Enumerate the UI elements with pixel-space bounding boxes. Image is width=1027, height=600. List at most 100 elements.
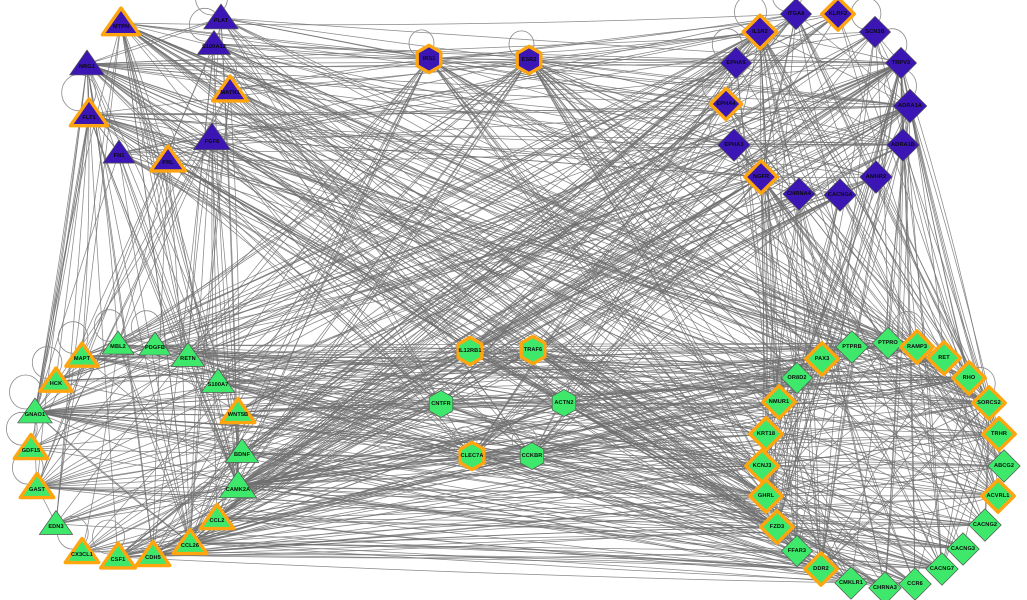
graph-node-mapt[interactable] [64,341,100,368]
node-shape[interactable] [859,16,891,48]
graph-node-cacng3[interactable] [946,532,980,566]
graph-node-prl[interactable] [148,144,188,173]
graph-node-esr2[interactable] [515,44,543,76]
node-shape[interactable] [834,566,868,600]
node-shape[interactable] [898,567,932,600]
graph-node-gast[interactable] [18,471,56,500]
graph-node-fzd3[interactable] [759,509,795,545]
graph-node-cacng7[interactable] [925,552,959,586]
graph-node-cmklr1[interactable] [834,566,868,600]
node-shape-highlighted[interactable] [708,86,744,122]
node-shape[interactable] [717,128,751,162]
node-shape-highlighted[interactable] [744,448,780,484]
graph-node-wnt5b[interactable] [219,396,257,425]
node-shape[interactable] [551,389,577,417]
graph-node-trhr[interactable] [981,416,1017,452]
graph-node-ddr2[interactable] [803,551,839,587]
graph-node-mbl2[interactable] [101,330,135,355]
graph-node-il12rb1[interactable] [456,335,484,367]
node-shape-highlighted[interactable] [12,432,50,461]
node-shape[interactable] [886,128,920,162]
node-shape[interactable] [968,508,1002,542]
graph-node-clec7a[interactable] [458,440,486,472]
graph-node-krt18[interactable] [748,416,784,452]
graph-node-camk2a[interactable] [219,470,257,499]
node-shape[interactable] [892,88,928,124]
node-shape-highlighted[interactable] [804,341,840,377]
graph-node-cckbr[interactable] [519,442,545,470]
graph-node-ccr6[interactable] [898,567,932,600]
node-shape[interactable] [872,327,904,359]
graph-node-cacng2[interactable] [968,508,1002,542]
graph-node-cntfr[interactable] [428,390,454,418]
graph-node-ccl26[interactable] [171,527,209,556]
node-shape[interactable] [219,470,257,499]
node-shape[interactable] [782,177,816,211]
node-shape-highlighted[interactable] [748,416,784,452]
graph-node-ngfr[interactable] [743,159,779,195]
node-shape-highlighted[interactable] [134,539,172,568]
graph-node-ghrl[interactable] [748,478,784,514]
node-shape[interactable] [138,331,172,356]
node-shape-highlighted[interactable] [456,335,484,367]
node-shape[interactable] [835,330,869,364]
node-shape-highlighted[interactable] [743,159,779,195]
node-shape-highlighted[interactable] [519,334,547,366]
node-shape-highlighted[interactable] [803,551,839,587]
graph-node-cdh5[interactable] [134,539,172,568]
node-shape-highlighted[interactable] [64,341,100,368]
node-shape[interactable] [170,342,206,367]
node-shape-highlighted[interactable] [971,385,1007,421]
graph-node-bdnf[interactable] [224,438,260,463]
node-shape-highlighted[interactable] [63,536,101,565]
graph-node-mtpn[interactable] [100,6,142,37]
node-shape-highlighted[interactable] [171,527,209,556]
node-shape-highlighted[interactable] [741,13,779,51]
node-shape-highlighted[interactable] [68,97,110,128]
graph-node-gnao1[interactable] [17,397,53,424]
graph-node-flt1[interactable] [68,97,110,128]
graph-node-ptprb[interactable] [835,330,869,364]
node-shape-highlighted[interactable] [748,478,784,514]
graph-node-matn1[interactable] [210,74,250,103]
graph-node-fn1[interactable] [102,139,136,164]
node-shape-highlighted[interactable] [980,478,1016,514]
node-shape-highlighted[interactable] [18,471,56,500]
graph-node-ret[interactable] [926,340,962,376]
graph-node-ccl2[interactable] [198,502,236,531]
node-shape[interactable] [102,139,136,164]
node-shape-highlighted[interactable] [458,440,486,472]
graph-node-actn2[interactable] [551,389,577,417]
graph-node-pdgfb[interactable] [138,331,172,356]
node-shape[interactable] [193,122,231,151]
graph-node-ramp3[interactable] [899,329,935,365]
node-shape-highlighted[interactable] [98,541,138,570]
node-shape[interactable] [428,390,454,418]
graph-node-sorcs2[interactable] [971,385,1007,421]
graph-node-hck[interactable] [38,366,74,393]
node-shape[interactable] [720,47,752,79]
graph-node-kcnj3[interactable] [744,448,780,484]
graph-node-traf6[interactable] [519,334,547,366]
node-shape-highlighted[interactable] [981,416,1017,452]
node-shape[interactable] [987,449,1021,483]
graph-node-s100a7[interactable] [200,368,236,393]
graph-node-epha4[interactable] [708,86,744,122]
node-shape[interactable] [823,178,857,212]
graph-node-nrg1[interactable] [69,49,105,76]
graph-node-acvrl1[interactable] [980,478,1016,514]
node-shape[interactable] [885,47,917,79]
graph-node-klrf2[interactable] [820,0,856,32]
node-shape[interactable] [196,30,232,55]
node-shape[interactable] [868,571,902,600]
node-shape-highlighted[interactable] [210,74,250,103]
graph-node-abcg2[interactable] [987,449,1021,483]
graph-node-s100a12[interactable] [196,30,232,55]
node-shape[interactable] [101,330,135,355]
node-shape[interactable] [925,552,959,586]
node-shape-highlighted[interactable] [761,384,797,420]
node-shape-highlighted[interactable] [100,6,142,37]
node-shape[interactable] [519,442,545,470]
node-shape[interactable] [69,49,105,76]
